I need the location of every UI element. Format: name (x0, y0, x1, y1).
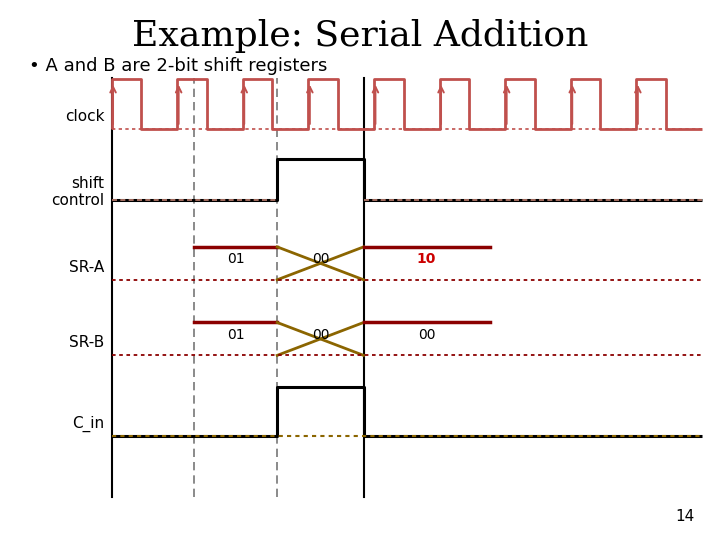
Text: C_in: C_in (72, 416, 104, 432)
Text: 00: 00 (312, 252, 329, 266)
Text: 14: 14 (675, 509, 695, 524)
Text: 00: 00 (312, 328, 329, 342)
Text: 00: 00 (418, 328, 436, 342)
Text: SR-A: SR-A (69, 260, 104, 275)
Text: clock: clock (65, 109, 104, 124)
Text: • A and B are 2-bit shift registers: • A and B are 2-bit shift registers (29, 57, 327, 75)
Text: Example: Serial Addition: Example: Serial Addition (132, 19, 588, 53)
Text: SR-B: SR-B (69, 335, 104, 350)
Text: 01: 01 (227, 252, 245, 266)
Text: shift
control: shift control (51, 176, 104, 208)
Text: 01: 01 (227, 328, 245, 342)
Text: 10: 10 (417, 252, 436, 266)
